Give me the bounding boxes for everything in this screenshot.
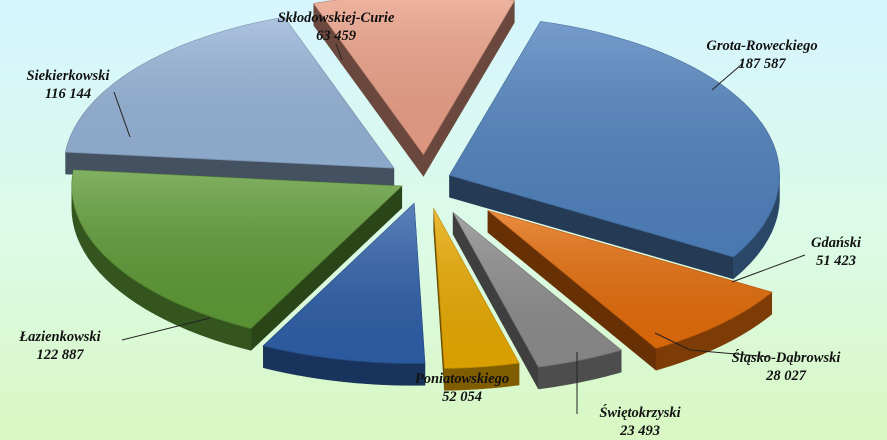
data-label-value: 116 144 xyxy=(45,86,91,102)
leader-line xyxy=(113,91,131,138)
leader-line xyxy=(711,63,743,91)
data-label-value: 51 423 xyxy=(816,253,856,269)
pie-slice-gloss xyxy=(65,17,394,169)
leader-line xyxy=(121,317,211,341)
data-label-category: Skłodowskiej-Curie xyxy=(278,10,395,26)
pie-slice-grota-roweckiego[interactable] xyxy=(448,20,780,280)
data-label-value: 187 587 xyxy=(738,56,786,72)
pie-slice-gloss xyxy=(449,21,780,257)
data-label-category: Siekierkowski xyxy=(27,68,110,84)
data-label-value: 63 459 xyxy=(316,28,356,44)
leader-line xyxy=(731,254,806,283)
leader-line xyxy=(654,332,771,358)
leader-line xyxy=(335,43,343,61)
data-label-value: 52 054 xyxy=(442,389,482,405)
pie-slice-azienkowski[interactable] xyxy=(71,169,403,352)
pie-slice-gloss xyxy=(71,170,402,329)
data-label-category: Świętokrzyski xyxy=(599,404,680,421)
pie-slice-s-wie-tokrzyski[interactable] xyxy=(433,208,520,391)
pie-slice-gdan-ski[interactable] xyxy=(487,210,773,371)
pie-slice-gloss xyxy=(433,208,519,369)
data-label-category: Grota-Roweckiego xyxy=(706,38,817,54)
pie-slice-gloss xyxy=(488,210,772,349)
data-label-category: Poniatowskiego xyxy=(415,371,509,387)
data-label-category: Śląsko-Dąbrowski xyxy=(732,349,841,366)
pie-slice-gloss xyxy=(313,0,515,155)
pie-slice-poniatowskiego[interactable] xyxy=(262,202,426,386)
data-label-category: Łazienkowski xyxy=(18,329,100,345)
pie-slice-gloss xyxy=(263,203,425,364)
pie-slice-gloss xyxy=(453,212,622,367)
data-label-value: 122 887 xyxy=(36,347,84,363)
data-label-value: 28 027 xyxy=(765,368,807,384)
data-label-category: Gdański xyxy=(811,235,861,251)
data-label-value: 23 493 xyxy=(619,423,660,439)
pie-slice-s-la-sko-da-browski[interactable] xyxy=(452,211,623,390)
pie-slice-siekierkowski[interactable] xyxy=(64,16,395,191)
pie-slice-sk-odowskiej-curie[interactable] xyxy=(312,0,516,178)
